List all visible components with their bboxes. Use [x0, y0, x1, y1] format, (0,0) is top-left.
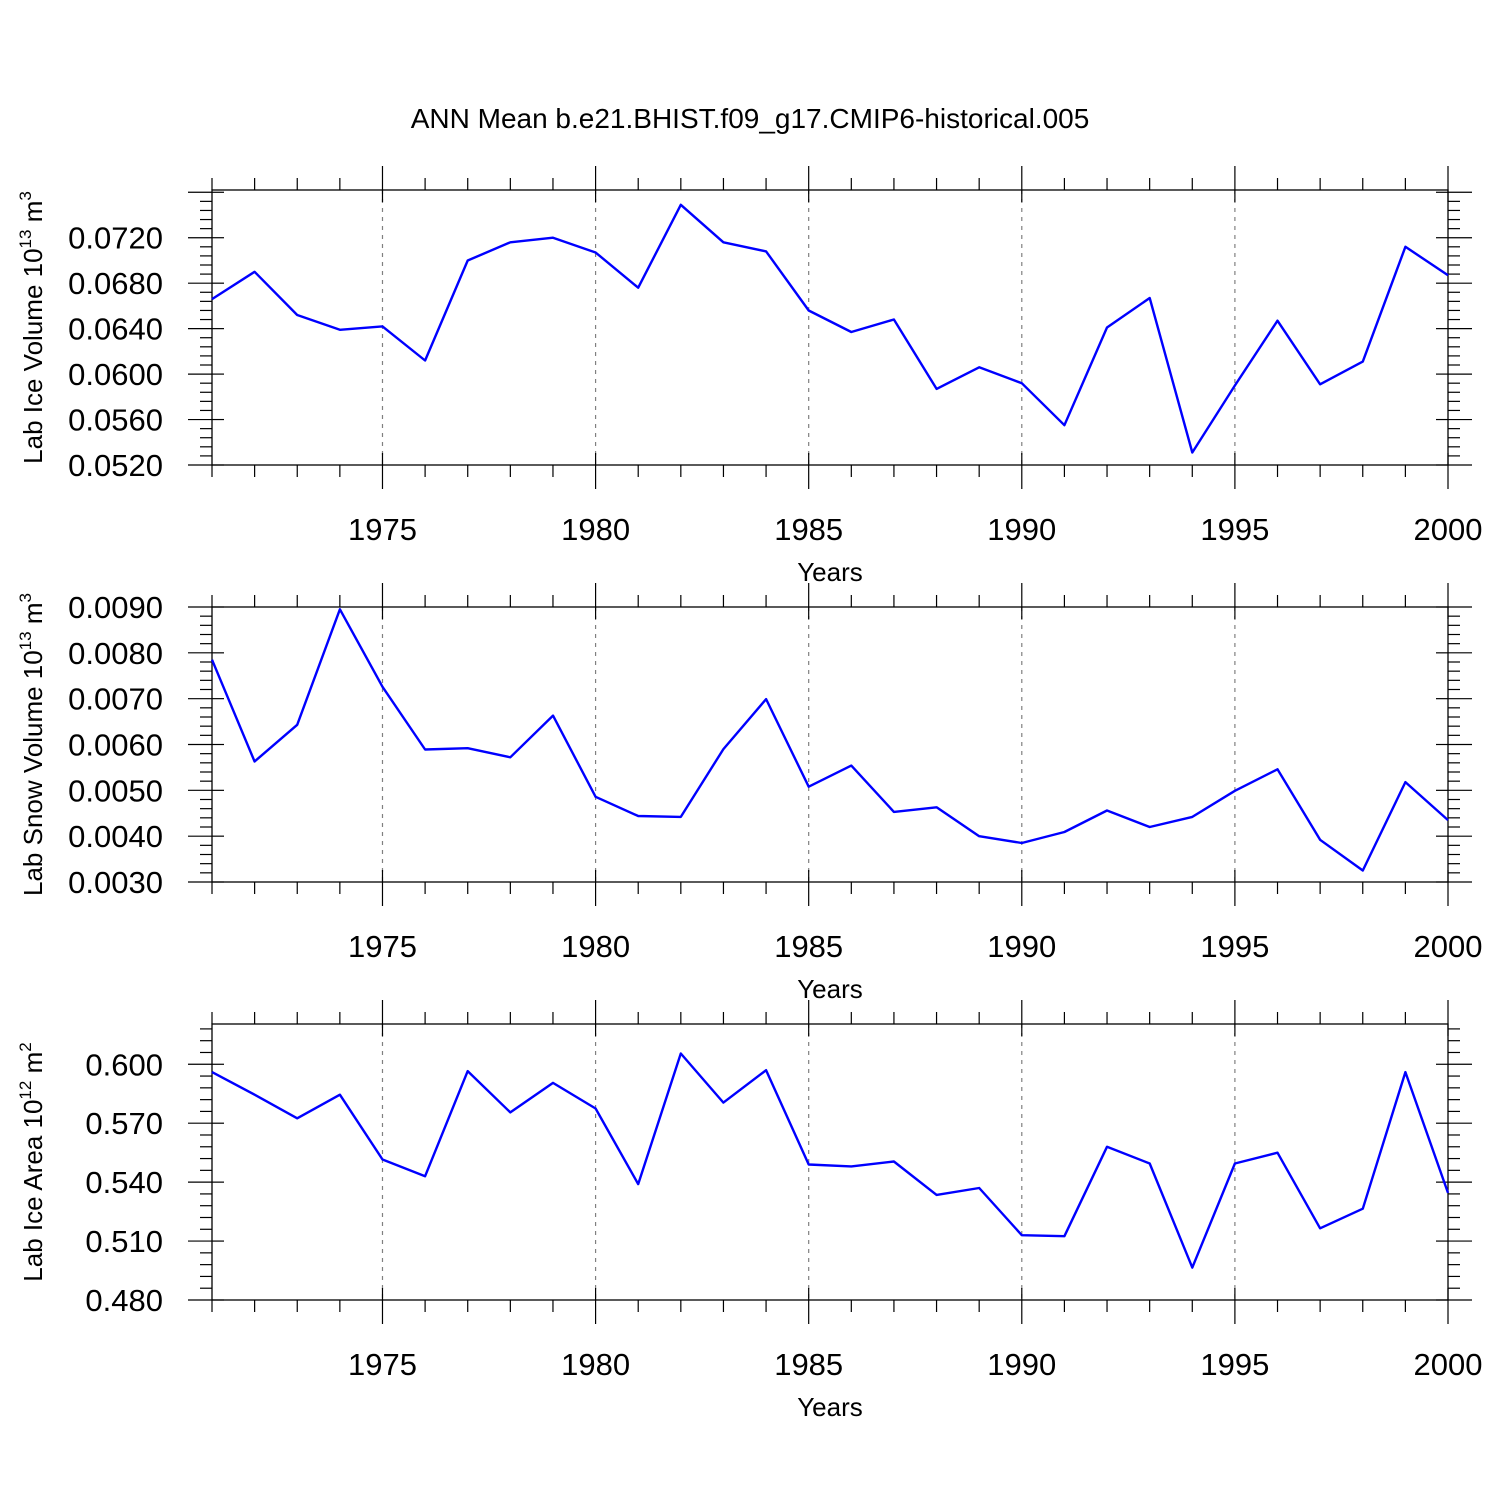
y-tick-label: 0.0040 — [68, 819, 163, 854]
x-tick-label: 1975 — [348, 512, 417, 547]
y-tick-label: 0.570 — [85, 1106, 163, 1141]
chart-panel-2: 1975 1980 1985 1990 1995 2000 Years 0.0030 0.004… — [16, 583, 1482, 1004]
y-axis-label-unit: m — [18, 1052, 48, 1081]
x-tick-label: 1990 — [987, 1347, 1056, 1382]
x-tick-label: 2000 — [1414, 929, 1483, 964]
y-tick-label: 0.0080 — [68, 636, 163, 671]
x-tick-label: 1980 — [561, 512, 630, 547]
y-tick-label: 0.0600 — [68, 357, 163, 392]
y-tick-label: 0.0720 — [68, 221, 163, 256]
x-tick-label: 1995 — [1200, 929, 1269, 964]
series-line-1 — [211, 203, 1449, 454]
y-tick-label: 0.0560 — [68, 403, 163, 438]
y-tick-label: 0.0030 — [68, 865, 163, 900]
x-tick-label: 1995 — [1200, 1347, 1269, 1382]
x-axis-label: Years — [797, 974, 863, 1004]
y-axis-label-unit-exponent: 3 — [16, 191, 35, 200]
y-tick-label: 0.480 — [85, 1283, 163, 1318]
y-axis-label-unit: m — [18, 602, 48, 631]
x-tick-label: 1995 — [1200, 512, 1269, 547]
x-tick-label: 1975 — [348, 929, 417, 964]
y-axis-label: Lab Snow Volume 1013 m3 — [16, 593, 48, 896]
y-axis-label-exponent: 13 — [16, 631, 35, 650]
series-line-2 — [210, 608, 1449, 872]
x-tick-label: 2000 — [1414, 512, 1483, 547]
y-tick-label: 0.600 — [85, 1047, 163, 1082]
y-tick-label: 0.540 — [85, 1165, 163, 1200]
x-axis-label: Years — [797, 557, 863, 587]
y-tick-label: 0.0060 — [68, 728, 163, 763]
series-line-3 — [211, 1052, 1450, 1269]
y-tick-label: 0.0090 — [68, 590, 163, 625]
figure-title: ANN Mean b.e21.BHIST.f09_g17.CMIP6-histo… — [411, 103, 1090, 134]
x-tick-label: 1990 — [987, 929, 1056, 964]
y-axis-label: Lab Ice Area 1012 m2 — [16, 1042, 48, 1281]
plot-frame — [211, 189, 1449, 466]
y-tick-label: 0.0520 — [68, 448, 163, 483]
chart-panel-1: 1975 1980 1985 1990 1995 2000 Years 0.0520 0.056… — [16, 166, 1482, 587]
y-axis-label-main: Lab Snow Volume 10 — [18, 650, 48, 896]
y-tick-label: 0.0680 — [68, 266, 163, 301]
y-axis-label-exponent: 13 — [16, 230, 35, 249]
y-tick-label: 0.0070 — [68, 682, 163, 717]
y-axis-label-unit-exponent: 3 — [16, 593, 35, 602]
plot-frame — [211, 1023, 1449, 1301]
x-tick-label: 1990 — [987, 512, 1056, 547]
x-tick-label: 1980 — [561, 1347, 630, 1382]
y-axis-label-unit-exponent: 2 — [16, 1042, 35, 1051]
y-axis-label: Lab Ice Volume 1013 m3 — [16, 191, 48, 464]
x-axis-label: Years — [797, 1392, 863, 1422]
y-tick-label: 0.0050 — [68, 773, 163, 808]
x-tick-label: 1980 — [561, 929, 630, 964]
y-axis-label-main: Lab Ice Area 10 — [18, 1100, 48, 1282]
x-tick-label: 1985 — [774, 929, 843, 964]
x-tick-label: 2000 — [1414, 1347, 1483, 1382]
y-tick-label: 0.0640 — [68, 312, 163, 347]
x-tick-label: 1975 — [348, 1347, 417, 1382]
chart-panel-3: 1975 1980 1985 1990 1995 2000 Years 0.480 0.510 0… — [16, 1000, 1482, 1422]
y-axis-label-unit: m — [18, 201, 48, 230]
x-tick-label: 1985 — [774, 1347, 843, 1382]
x-tick-label: 1985 — [774, 512, 843, 547]
y-axis-label-exponent: 12 — [16, 1081, 35, 1100]
plot-frame — [211, 606, 1449, 883]
y-axis-label-main: Lab Ice Volume 10 — [18, 248, 48, 463]
y-tick-label: 0.510 — [85, 1224, 163, 1259]
